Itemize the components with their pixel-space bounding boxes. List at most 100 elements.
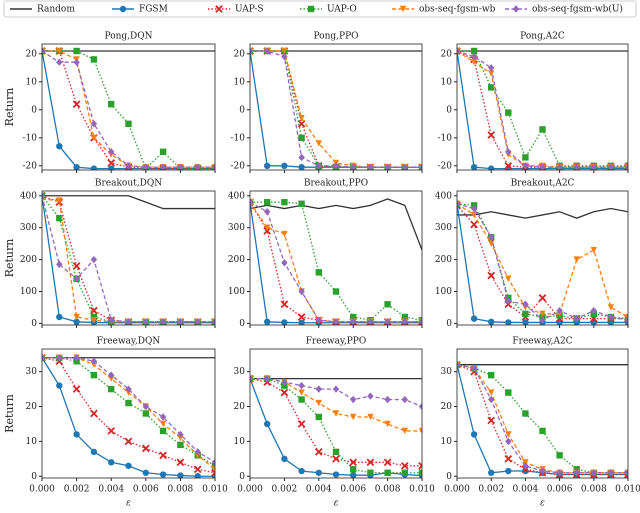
data-point — [332, 162, 340, 170]
data-point — [90, 409, 98, 418]
series-line — [42, 198, 215, 323]
data-point — [505, 467, 512, 475]
x-tick-label: 0.006 — [547, 485, 573, 495]
data-point — [280, 300, 289, 309]
y-tick-label: 100 — [20, 287, 37, 297]
data-point — [125, 399, 132, 407]
x-axis-label: ε — [126, 499, 131, 509]
plot-frame — [456, 43, 629, 171]
data-point — [350, 395, 357, 404]
data-point — [367, 318, 374, 325]
y-tick-label: 100 — [228, 287, 245, 297]
data-point — [488, 240, 495, 247]
series-line — [42, 195, 215, 323]
y-tick-label: 20 — [26, 49, 38, 59]
data-point — [56, 260, 63, 269]
series-line — [250, 202, 422, 324]
panel-title: Pong,A2C — [520, 32, 565, 42]
series-line — [42, 50, 215, 168]
data-point — [90, 357, 98, 365]
plot-frame — [249, 190, 423, 326]
y-tick-label: 300 — [20, 223, 37, 233]
data-point — [142, 163, 149, 170]
data-point — [470, 431, 478, 438]
data-point — [211, 468, 215, 477]
data-point — [470, 315, 478, 322]
series-line — [250, 50, 422, 168]
legend-label: Random — [37, 5, 75, 15]
data-point — [505, 297, 512, 305]
data-point — [401, 318, 408, 325]
legend-label: FGSM — [139, 5, 168, 15]
series-line — [42, 50, 215, 170]
plot-area — [250, 374, 422, 478]
x-tick-label: 0.004 — [306, 485, 332, 495]
data-point — [42, 192, 46, 200]
data-point — [159, 427, 167, 435]
data-point — [281, 47, 288, 55]
series-line — [42, 50, 215, 170]
data-point — [108, 148, 115, 156]
data-point — [142, 469, 149, 476]
x-tick-label: 0.004 — [98, 485, 124, 495]
x-axis-label: ε — [540, 499, 545, 509]
panel-title: Freeway,PPO — [306, 337, 367, 347]
data-point — [108, 165, 115, 170]
plot-frame — [456, 348, 629, 479]
data-point — [350, 472, 357, 478]
y-tick-label: 400 — [20, 191, 37, 201]
data-point — [470, 204, 478, 213]
data-point — [159, 451, 167, 460]
plot-area — [457, 200, 628, 325]
data-point — [298, 389, 305, 396]
data-point — [281, 319, 288, 325]
y-tick-label: 300 — [435, 223, 452, 233]
legend-label: obs-seq-fgsm-wb — [419, 5, 496, 15]
data-point — [56, 197, 63, 204]
data-point — [573, 256, 580, 263]
x-tick-label: 0.008 — [168, 485, 194, 495]
data-point — [332, 410, 340, 417]
data-point — [487, 416, 496, 425]
data-point — [350, 413, 357, 421]
data-point — [383, 458, 392, 467]
panel-title: Pong,PPO — [313, 32, 358, 42]
data-point — [298, 319, 305, 325]
y-tick-label: 100 — [435, 287, 452, 297]
data-point — [108, 316, 115, 324]
data-point — [470, 364, 478, 372]
x-tick-label: 0.000 — [444, 485, 470, 495]
data-point — [522, 154, 529, 161]
data-point — [211, 466, 215, 473]
plot-area — [42, 353, 215, 478]
data-point — [539, 427, 546, 435]
data-point — [264, 162, 271, 169]
series-line — [42, 357, 215, 470]
data-point — [142, 402, 149, 411]
data-point — [281, 198, 288, 206]
plot-area — [42, 47, 215, 170]
data-point — [73, 58, 80, 66]
data-point — [211, 462, 215, 469]
data-point — [470, 59, 478, 66]
data-point — [125, 162, 132, 170]
data-point — [315, 140, 322, 147]
series-line — [457, 50, 628, 167]
y-tick-label: -20 — [23, 161, 38, 171]
data-point — [264, 47, 271, 55]
plot-area — [457, 360, 628, 478]
series-line — [457, 50, 628, 168]
data-point — [125, 462, 132, 469]
data-point — [125, 318, 132, 325]
series-line — [42, 50, 215, 170]
data-point — [418, 402, 422, 411]
data-point — [56, 354, 63, 362]
data-point — [73, 431, 80, 438]
y-axis-label: Return — [3, 239, 16, 278]
data-point — [73, 275, 80, 283]
data-point — [281, 162, 288, 169]
data-point — [125, 385, 132, 393]
data-point — [315, 385, 322, 393]
y-tick-label: -10 — [231, 133, 246, 143]
data-point — [159, 148, 167, 155]
